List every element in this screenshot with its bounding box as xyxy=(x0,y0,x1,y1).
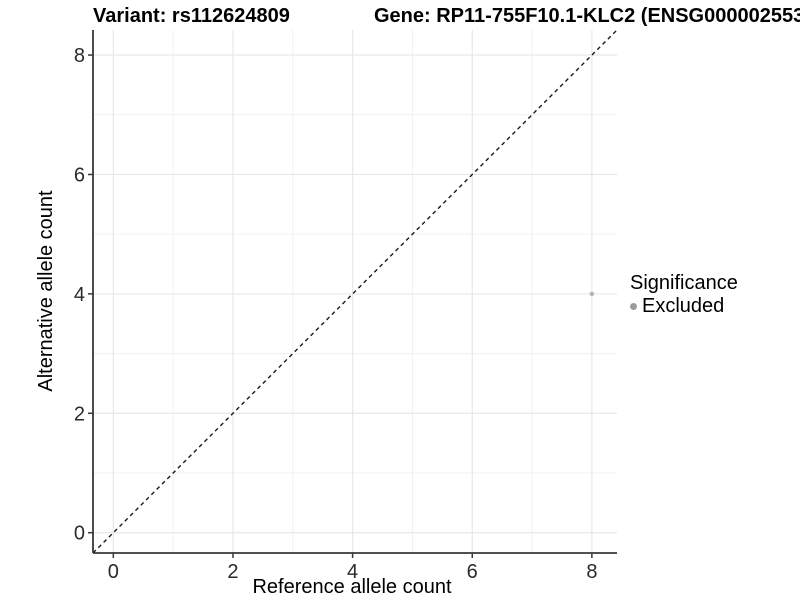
identity-dashed-line xyxy=(92,29,618,554)
x-axis-title: Reference allele count xyxy=(252,576,452,598)
legend: Significance Excluded xyxy=(630,272,738,317)
legend-title: Significance xyxy=(630,272,738,294)
y-tick-label: 6 xyxy=(74,164,85,186)
y-tick-label: 8 xyxy=(74,45,85,67)
plot-title-gene: Gene: RP11-755F10.1-KLC2 (ENSG000002553 xyxy=(374,5,800,27)
data-point xyxy=(589,291,595,297)
x-tick-label: 0 xyxy=(108,561,119,583)
legend-item-label: Excluded xyxy=(642,295,725,317)
x-tick-label: 4 xyxy=(347,561,358,583)
legend-point-swatch xyxy=(630,302,637,310)
x-tick-label: 2 xyxy=(227,561,238,583)
y-axis-title: Alternative allele count xyxy=(35,190,57,392)
y-tick-label: 4 xyxy=(74,284,85,306)
x-tick-label: 8 xyxy=(586,561,597,583)
y-tick-label: 0 xyxy=(74,523,85,545)
y-tick-label: 2 xyxy=(74,403,85,425)
plot-title-variant: Variant: rs112624809 xyxy=(93,5,290,27)
x-tick-label: 6 xyxy=(467,561,478,583)
legend-item-excluded: Excluded xyxy=(630,295,738,317)
